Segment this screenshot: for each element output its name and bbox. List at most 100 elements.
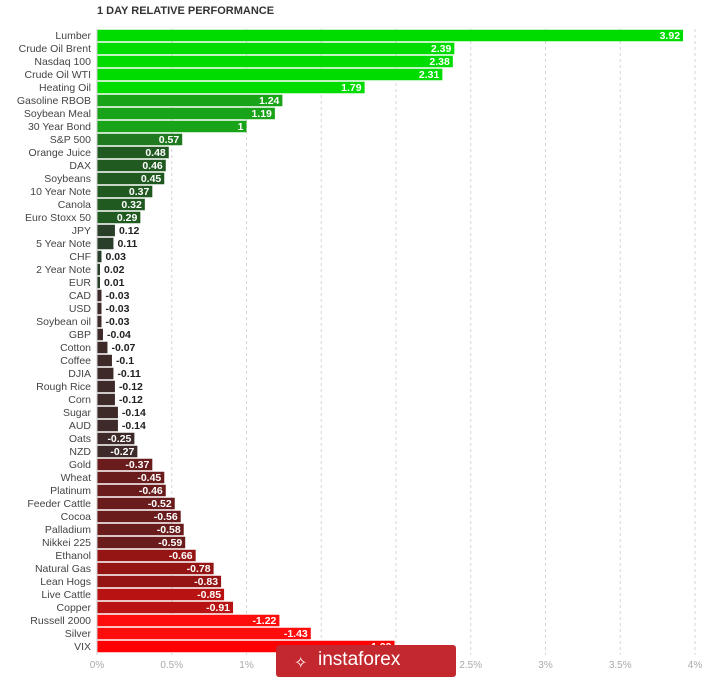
value-label: -0.03 xyxy=(105,303,129,315)
bar xyxy=(97,627,311,640)
value-label: 0.48 xyxy=(145,147,166,159)
value-label: -0.14 xyxy=(122,407,146,419)
value-label: -0.14 xyxy=(122,420,146,432)
value-label: 0.32 xyxy=(121,199,142,211)
bar xyxy=(97,497,175,510)
value-label: -0.78 xyxy=(187,563,211,575)
value-label: -0.11 xyxy=(117,368,141,380)
bar xyxy=(97,601,234,614)
bar xyxy=(97,211,141,224)
bar xyxy=(97,354,112,367)
bar xyxy=(97,55,453,68)
value-label: 2.38 xyxy=(429,56,450,68)
category-label: Russell 2000 xyxy=(30,615,91,627)
category-label: USD xyxy=(69,303,92,315)
value-label: -0.58 xyxy=(157,524,181,536)
category-label: Lumber xyxy=(55,30,91,42)
value-label: -0.04 xyxy=(107,329,131,341)
category-label: Oats xyxy=(69,433,91,445)
value-label: 0.29 xyxy=(117,212,138,224)
category-label: Nikkei 225 xyxy=(42,537,91,549)
bar xyxy=(97,640,395,653)
category-label: DJIA xyxy=(68,368,91,380)
category-label: Wheat xyxy=(61,472,91,484)
value-label: 1.19 xyxy=(251,108,272,120)
category-label: Ethanol xyxy=(55,550,91,562)
swoosh-icon: ✧ xyxy=(294,655,308,672)
bar xyxy=(97,484,166,497)
category-label: Feeder Cattle xyxy=(27,498,91,510)
value-label: -0.37 xyxy=(125,459,149,471)
chart-title: 1 DAY RELATIVE PERFORMANCE xyxy=(97,5,275,17)
category-label: AUD xyxy=(69,420,92,432)
category-label: Platinum xyxy=(50,485,91,497)
value-label: -0.25 xyxy=(107,433,131,445)
bar xyxy=(97,341,108,354)
category-label: Coffee xyxy=(60,355,91,367)
category-label: GBP xyxy=(69,329,91,341)
value-label: -0.83 xyxy=(194,576,218,588)
x-tick-label: 3% xyxy=(538,660,553,671)
category-label: Sugar xyxy=(63,407,92,419)
bar xyxy=(97,146,169,159)
value-label: -0.03 xyxy=(105,316,129,328)
category-label: S&P 500 xyxy=(50,134,91,146)
value-label: 1.24 xyxy=(259,95,280,107)
category-label: Live Cattle xyxy=(41,589,91,601)
x-tick-label: 4% xyxy=(688,660,703,671)
bar xyxy=(97,445,138,458)
category-label: 2 Year Note xyxy=(36,264,91,276)
category-label: VIX xyxy=(74,641,91,653)
value-label: -0.12 xyxy=(119,381,143,393)
bar xyxy=(97,94,283,107)
category-label: Silver xyxy=(65,628,92,640)
value-label: -0.07 xyxy=(111,342,135,354)
bar xyxy=(97,302,102,315)
value-label: 0.01 xyxy=(104,277,125,289)
bar xyxy=(97,328,103,341)
value-label: -0.46 xyxy=(139,485,163,497)
value-label: 0.11 xyxy=(117,238,137,250)
category-label: 5 Year Note xyxy=(36,238,91,250)
bar xyxy=(97,614,280,627)
bar xyxy=(97,107,275,120)
watermark-text: instaforex xyxy=(318,649,401,670)
value-label: -1.22 xyxy=(252,615,276,627)
value-label: 0.45 xyxy=(141,173,162,185)
bar xyxy=(97,510,181,523)
category-label: Cotton xyxy=(60,342,91,354)
value-label: 0.03 xyxy=(105,251,126,263)
category-label: Soybeans xyxy=(44,173,91,185)
category-label: 30 Year Bond xyxy=(28,121,91,133)
category-label: Gold xyxy=(69,459,91,471)
value-label: -0.27 xyxy=(110,446,134,458)
value-label: 3.92 xyxy=(660,30,681,42)
bar xyxy=(97,68,443,81)
value-label: 1.79 xyxy=(341,82,362,94)
value-label: 2.39 xyxy=(431,43,452,55)
value-label: -0.52 xyxy=(148,498,172,510)
value-label: 0.02 xyxy=(104,264,125,276)
value-label: 0.46 xyxy=(142,160,163,172)
bar xyxy=(97,549,196,562)
instaforex-watermark: ✧ instaforex xyxy=(276,645,456,677)
bar xyxy=(97,458,153,471)
bar xyxy=(97,393,115,406)
category-label: CAD xyxy=(69,290,92,302)
bar xyxy=(97,42,455,55)
bar xyxy=(97,432,135,445)
value-label: -0.1 xyxy=(116,355,134,367)
value-label: -0.66 xyxy=(169,550,193,562)
category-label: Gasoline RBOB xyxy=(17,95,91,107)
bar xyxy=(97,120,247,133)
bar xyxy=(97,523,184,536)
category-label: Nasdaq 100 xyxy=(34,56,91,68)
bar xyxy=(97,562,214,575)
value-label: -0.03 xyxy=(105,290,129,302)
value-label: 2.31 xyxy=(419,69,440,81)
value-label: 0.37 xyxy=(129,186,150,198)
category-label: Crude Oil Brent xyxy=(19,43,91,55)
bar xyxy=(97,133,183,146)
bar xyxy=(97,172,165,185)
